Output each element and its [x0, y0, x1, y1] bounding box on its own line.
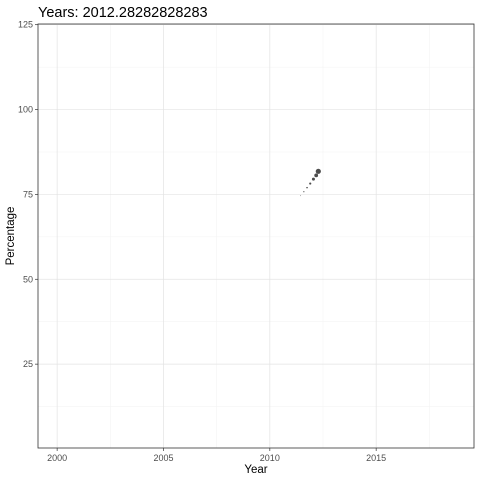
y-tick-label: 50: [23, 274, 33, 284]
data-point: [303, 191, 305, 193]
y-tick-label: 125: [18, 20, 33, 30]
y-tick-label: 25: [23, 359, 33, 369]
minor-gridlines: [38, 24, 474, 448]
y-axis-ticks: 25 50 75 100 125: [18, 20, 38, 369]
data-points: [300, 168, 321, 197]
x-tick-label: 2015: [366, 453, 386, 463]
data-point: [314, 173, 319, 178]
data-point: [300, 195, 302, 197]
plot-panel: [37, 23, 475, 449]
x-tick-label: 2005: [153, 453, 173, 463]
data-point: [306, 186, 308, 189]
x-tick-label: 2010: [260, 453, 280, 463]
y-tick-label: 75: [23, 189, 33, 199]
x-axis-title: Year: [244, 464, 267, 476]
major-gridlines: [38, 24, 474, 448]
x-tick-label: 2000: [47, 453, 67, 463]
y-tick-label: 100: [18, 105, 33, 115]
x-axis-ticks: 2000 2005 2010 2015: [47, 448, 386, 463]
data-point: [315, 168, 321, 174]
data-point: [309, 182, 312, 185]
chart-title: Years: 2012.28282828283: [38, 5, 208, 21]
y-axis-title: Percentage: [5, 207, 17, 266]
data-point: [311, 177, 315, 181]
